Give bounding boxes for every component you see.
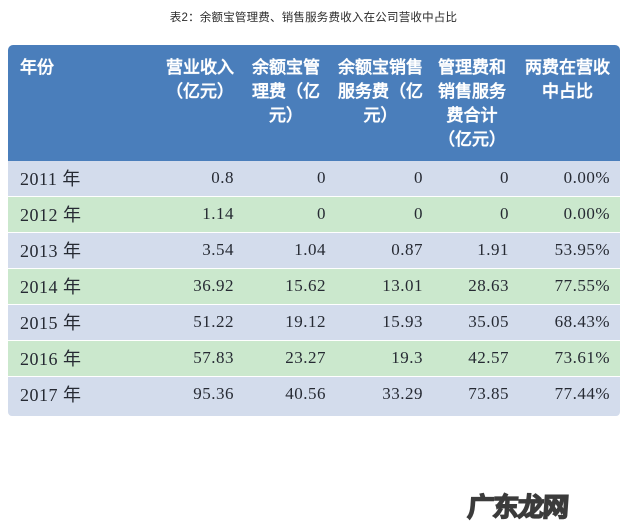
cell-share: 73.61% — [515, 339, 620, 376]
cell-total-fee: 35.05 — [429, 303, 515, 340]
cell-total-fee: 28.63 — [429, 267, 515, 304]
cell-sales-service-fee: 19.3 — [332, 339, 429, 376]
cell-management-fee: 23.27 — [240, 339, 332, 376]
cell-share: 68.43% — [515, 303, 620, 340]
cell-revenue: 51.22 — [160, 303, 240, 340]
table-container: 年份 营业收入（亿元） 余额宝管理费（亿元） 余额宝销售服务费（亿元） 管理费和… — [8, 45, 620, 416]
cell-share: 0.00% — [563, 168, 610, 187]
cell-management-fee: 15.62 — [240, 267, 332, 304]
table-row: 2017 年 95.36 40.56 33.29 73.85 77.44% — [8, 375, 620, 412]
cell-sales-service-fee: 15.93 — [332, 303, 429, 340]
cell-management-fee: 0 — [240, 195, 332, 232]
cell-year: 2016 年 — [8, 339, 160, 376]
watermark: 广东龙网 — [466, 491, 570, 523]
cell-revenue: 95.36 — [160, 375, 240, 412]
cell-share: 77.55% — [515, 267, 620, 304]
table-bottom-edge — [8, 411, 620, 416]
cell-sales-service-fee: 0 — [332, 195, 429, 232]
cell-sales-service-fee: 33.29 — [332, 375, 429, 412]
column-header-sales-service-fee: 余额宝销售服务费（亿元） — [338, 58, 423, 126]
cell-total-fee: 42.57 — [429, 339, 515, 376]
cell-year: 2012 年 — [8, 195, 160, 232]
cell-revenue: 0.8 — [211, 168, 234, 187]
cell-revenue: 3.54 — [160, 231, 240, 268]
column-header-management-fee: 余额宝管理费（亿元） — [252, 58, 320, 126]
cell-management-fee: 0 — [317, 168, 326, 187]
table-row: 2012 年 1.14 0 0 0 0.00% — [8, 195, 620, 232]
table-row: 2015 年 51.22 19.12 15.93 35.05 68.43% — [8, 303, 620, 340]
table-body: 2011 年 0.8 0 0 0 0.00% 2012 年 1.14 0 0 0… — [8, 160, 620, 412]
column-header-share-of-revenue: 两费在营收中占比 — [525, 58, 610, 102]
column-header-total-fee: 管理费和销售服务费合计（亿元） — [438, 58, 506, 150]
table-caption: 表2：余额宝管理费、销售服务费收入在公司营收中占比 — [169, 12, 458, 24]
cell-share: 0.00% — [515, 195, 620, 232]
cell-revenue: 36.92 — [160, 267, 240, 304]
cell-total-fee: 1.91 — [429, 231, 515, 268]
cell-management-fee: 1.04 — [240, 231, 332, 268]
cell-sales-service-fee: 0 — [414, 168, 423, 187]
header-row: 年份 营业收入（亿元） 余额宝管理费（亿元） 余额宝销售服务费（亿元） 管理费和… — [8, 45, 620, 161]
table-row: 2011 年 0.8 0 0 0 0.00% — [8, 160, 620, 196]
cell-year: 2014 年 — [8, 267, 160, 304]
cell-total-fee: 0 — [429, 195, 515, 232]
table-header: 年份 营业收入（亿元） 余额宝管理费（亿元） 余额宝销售服务费（亿元） 管理费和… — [8, 45, 620, 161]
table-row: 2014 年 36.92 15.62 13.01 28.63 77.55% — [8, 267, 620, 304]
cell-revenue: 1.14 — [160, 195, 240, 232]
cell-sales-service-fee: 13.01 — [332, 267, 429, 304]
cell-year: 2011 年 — [20, 169, 81, 189]
column-header-year: 年份 — [20, 58, 54, 77]
cell-year: 2017 年 — [8, 375, 160, 412]
cell-management-fee: 19.12 — [240, 303, 332, 340]
cell-total-fee: 0 — [500, 168, 509, 187]
cell-year: 2015 年 — [8, 303, 160, 340]
table-row: 2016 年 57.83 23.27 19.3 42.57 73.61% — [8, 339, 620, 376]
cell-revenue: 57.83 — [160, 339, 240, 376]
column-header-revenue: 营业收入（亿元） — [166, 58, 234, 102]
cell-sales-service-fee: 0.87 — [332, 231, 429, 268]
cell-year: 2013 年 — [8, 231, 160, 268]
cell-management-fee: 40.56 — [240, 375, 332, 412]
cell-total-fee: 73.85 — [429, 375, 515, 412]
fee-share-table: 年份 营业收入（亿元） 余额宝管理费（亿元） 余额宝销售服务费（亿元） 管理费和… — [8, 45, 620, 412]
table-row: 2013 年 3.54 1.04 0.87 1.91 53.95% — [8, 231, 620, 268]
cell-share: 53.95% — [515, 231, 620, 268]
cell-share: 77.44% — [515, 375, 620, 412]
